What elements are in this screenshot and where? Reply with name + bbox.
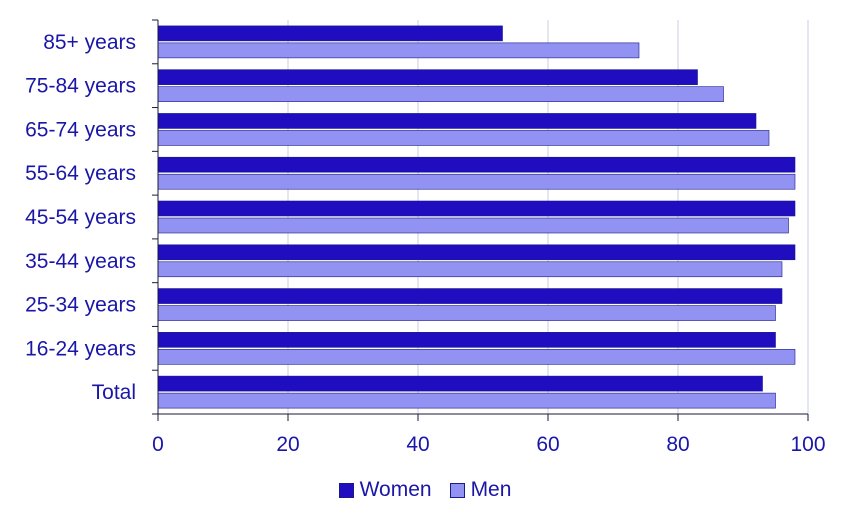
bar-women-25-34-years — [157, 288, 783, 304]
gridlines — [287, 20, 809, 414]
legend-item-men: Men — [449, 478, 512, 502]
bar-women-85plus-years — [157, 25, 503, 42]
bars — [157, 25, 796, 409]
bar-men-35-44-years — [157, 261, 783, 278]
x-tick-label-20: 20 — [276, 433, 299, 456]
legend-label-women: Women — [359, 478, 432, 501]
category-label-55-64-years: 55-64 years — [25, 162, 136, 185]
legend-swatch-men — [449, 482, 465, 498]
bar-men-total — [157, 392, 776, 409]
bar-men-85plus-years — [157, 42, 640, 59]
bar-men-75-84-years — [157, 86, 724, 102]
bar-women-45-54-years — [157, 200, 796, 217]
bar-men-65-74-years — [157, 130, 770, 146]
legend-item-women: Women — [338, 478, 432, 502]
legend: Women Men — [0, 478, 850, 502]
x-tick-label-100: 100 — [790, 433, 825, 456]
category-label-25-34-years: 25-34 years — [25, 294, 136, 317]
x-tick-label-40: 40 — [406, 433, 429, 456]
legend-label-men: Men — [470, 478, 512, 501]
legend-swatch-women — [338, 482, 354, 498]
bar-women-55-64-years — [157, 156, 796, 173]
category-label-total: Total — [92, 381, 136, 404]
bar-women-65-74-years — [157, 113, 757, 129]
category-label-16-24-years: 16-24 years — [25, 337, 136, 360]
category-label-75-84-years: 75-84 years — [25, 75, 136, 98]
bar-men-16-24-years — [157, 349, 796, 365]
bar-women-35-44-years — [157, 244, 796, 261]
category-label-45-54-years: 45-54 years — [25, 206, 136, 229]
bar-women-75-84-years — [157, 69, 698, 85]
bar-women-total — [157, 375, 763, 392]
x-tick-label-60: 60 — [536, 433, 559, 456]
axes — [152, 19, 809, 421]
bar-men-55-64-years — [157, 173, 796, 190]
x-tick-label-80: 80 — [666, 433, 689, 456]
category-label-65-74-years: 65-74 years — [25, 118, 136, 141]
bar-women-16-24-years — [157, 332, 776, 348]
category-label-85plus-years: 85+ years — [43, 31, 136, 54]
bar-men-45-54-years — [157, 217, 789, 234]
x-tick-label-0: 0 — [152, 433, 164, 456]
bar-men-25-34-years — [157, 305, 776, 321]
tick-labels: 0 20 40 60 80 100 85+ years 75-84 years 65-74 ye… — [25, 31, 825, 456]
category-label-35-44-years: 35-44 years — [25, 250, 136, 273]
